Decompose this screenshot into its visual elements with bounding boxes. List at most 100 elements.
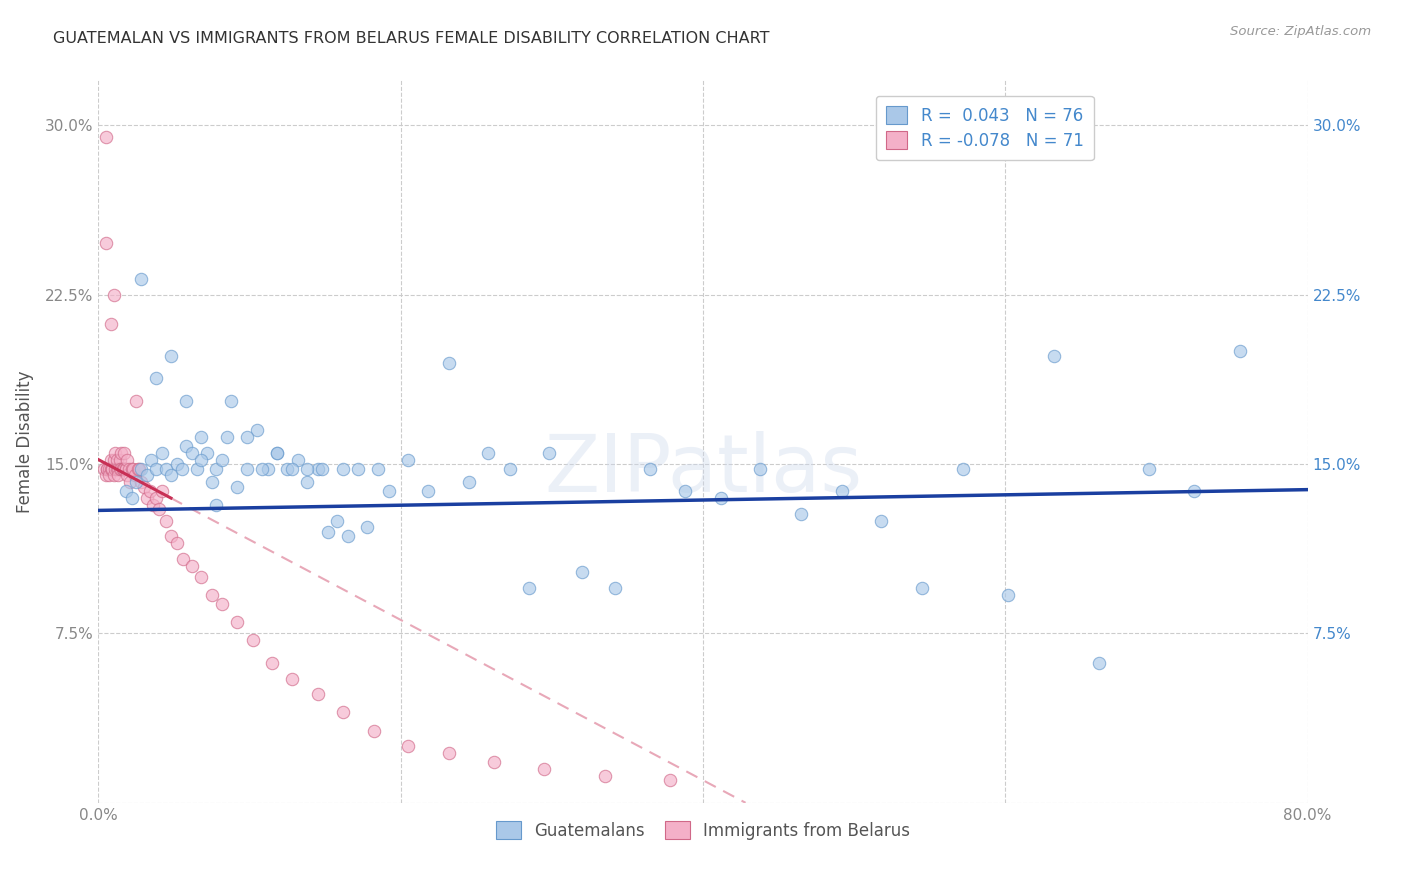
Point: [100, 317, 122, 331]
Point: [174, 439, 197, 453]
Point: [166, 457, 188, 471]
Point: [150, 446, 173, 460]
Point: [98, 461, 121, 475]
Point: [105, 461, 128, 475]
Point: [363, 723, 385, 738]
Point: [115, 452, 138, 467]
Point: [307, 687, 329, 701]
Point: [160, 529, 183, 543]
Point: [250, 461, 273, 475]
Point: [287, 452, 309, 467]
Point: [181, 558, 204, 573]
Point: [118, 461, 141, 475]
Point: [129, 461, 152, 475]
Point: [98, 468, 121, 483]
Point: [103, 452, 125, 467]
Point: [142, 498, 165, 512]
Point: [94, 468, 117, 483]
Point: [605, 582, 627, 596]
Point: [295, 475, 318, 490]
Point: [1137, 461, 1160, 475]
Point: [112, 461, 135, 475]
Point: [181, 446, 204, 460]
Point: [166, 536, 188, 550]
Point: [332, 461, 354, 475]
Point: [107, 461, 129, 475]
Point: [205, 498, 228, 512]
Point: [101, 461, 124, 475]
Point: [141, 452, 163, 467]
Point: [160, 349, 183, 363]
Point: [170, 461, 193, 475]
Point: [1229, 344, 1251, 359]
Point: [96, 461, 118, 475]
Point: [128, 461, 150, 475]
Point: [93, 461, 115, 475]
Point: [115, 468, 138, 483]
Point: [347, 461, 370, 475]
Point: [215, 430, 238, 444]
Point: [195, 446, 218, 460]
Point: [437, 746, 460, 760]
Point: [205, 461, 228, 475]
Point: [790, 507, 813, 521]
Point: [111, 461, 134, 475]
Point: [108, 452, 131, 467]
Point: [103, 287, 125, 301]
Point: [145, 491, 167, 505]
Point: [112, 446, 135, 460]
Point: [114, 461, 136, 475]
Point: [145, 461, 167, 475]
Point: [533, 762, 555, 776]
Point: [100, 452, 122, 467]
Point: [172, 552, 194, 566]
Point: [281, 672, 304, 686]
Point: [498, 461, 520, 475]
Point: [673, 484, 696, 499]
Point: [105, 452, 128, 467]
Point: [336, 529, 359, 543]
Point: [484, 755, 506, 769]
Text: ZIPatlas: ZIPatlas: [544, 432, 862, 509]
Point: [831, 484, 853, 499]
Point: [155, 514, 177, 528]
Point: [111, 461, 134, 475]
Point: [190, 570, 212, 584]
Point: [114, 461, 136, 475]
Point: [174, 393, 197, 408]
Point: [997, 588, 1019, 602]
Point: [226, 615, 249, 630]
Point: [211, 452, 233, 467]
Point: [396, 452, 419, 467]
Point: [256, 461, 278, 475]
Point: [658, 773, 681, 788]
Point: [311, 461, 333, 475]
Legend: Guatemalans, Immigrants from Belarus: Guatemalans, Immigrants from Belarus: [489, 814, 917, 847]
Point: [94, 129, 117, 144]
Point: [129, 272, 152, 286]
Point: [108, 461, 131, 475]
Point: [262, 656, 284, 670]
Point: [326, 514, 349, 528]
Point: [416, 484, 439, 499]
Point: [235, 430, 257, 444]
Point: [749, 461, 772, 475]
Point: [121, 491, 143, 505]
Point: [276, 461, 298, 475]
Text: GUATEMALAN VS IMMIGRANTS FROM BELARUS FEMALE DISABILITY CORRELATION CHART: GUATEMALAN VS IMMIGRANTS FROM BELARUS FE…: [53, 31, 770, 46]
Point: [952, 461, 974, 475]
Point: [356, 520, 378, 534]
Point: [150, 484, 173, 499]
Point: [110, 446, 132, 460]
Point: [1088, 656, 1111, 670]
Point: [132, 480, 155, 494]
Point: [107, 468, 129, 483]
Point: [135, 468, 157, 483]
Point: [145, 371, 167, 385]
Point: [124, 468, 146, 483]
Point: [103, 468, 125, 483]
Point: [201, 588, 224, 602]
Point: [295, 461, 318, 475]
Point: [307, 461, 329, 475]
Point: [367, 461, 389, 475]
